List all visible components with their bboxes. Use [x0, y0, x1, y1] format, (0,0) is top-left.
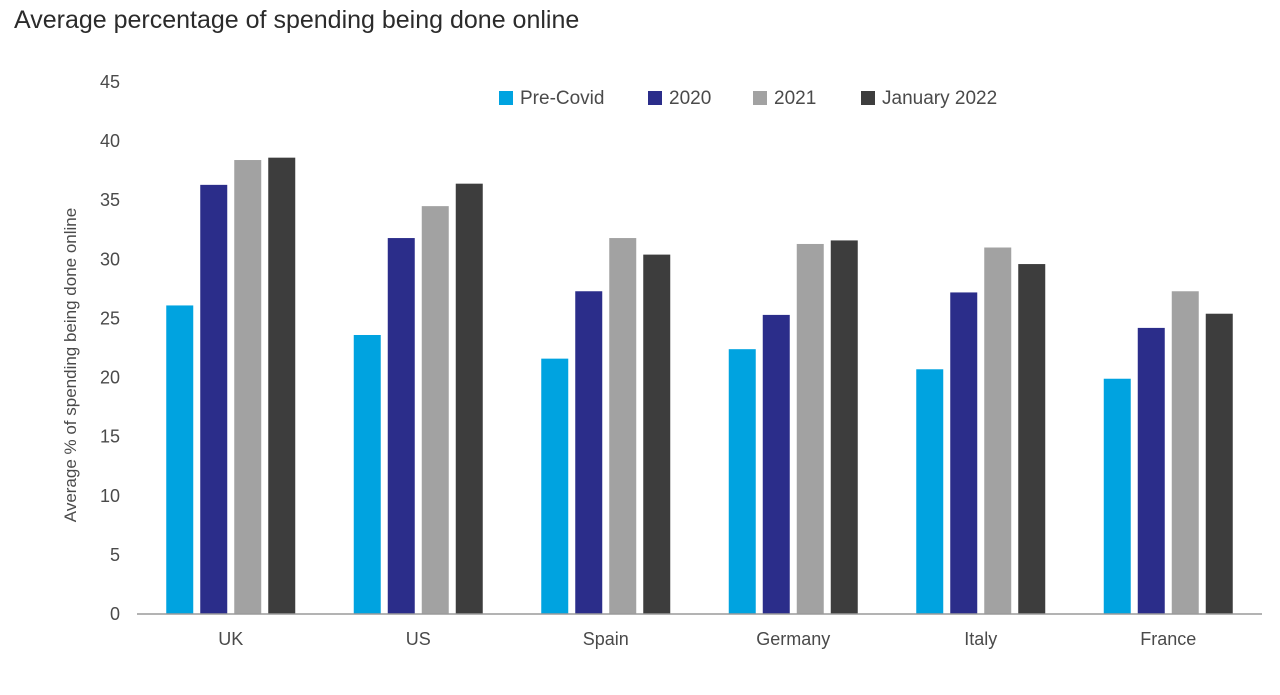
- legend-swatch: [861, 91, 875, 105]
- bar-uk-pre-covid: [166, 305, 194, 614]
- x-axis: UK US Spain Germany Italy France: [218, 629, 1196, 649]
- y-tick-label: 5: [110, 545, 120, 565]
- bar-germany-january-2022: [830, 240, 858, 614]
- bar-france-pre-covid: [1103, 378, 1131, 614]
- chart-title: Average percentage of spending being don…: [14, 6, 580, 34]
- bar-italy-january-2022: [1018, 264, 1046, 614]
- x-tick-label: Spain: [583, 629, 629, 649]
- legend: Pre-Covid 2020 2021 January 2022: [499, 88, 997, 109]
- legend-label: 2021: [774, 88, 816, 109]
- bar-italy-2021: [984, 247, 1012, 614]
- y-tick-label: 10: [100, 486, 120, 506]
- y-axis-title: Average % of spending being done online: [61, 208, 80, 522]
- legend-swatch: [753, 91, 767, 105]
- x-tick-label: Italy: [964, 629, 997, 649]
- bar-spain-january-2022: [643, 254, 671, 615]
- legend-swatch: [648, 91, 662, 105]
- bar-uk-2020: [200, 184, 228, 614]
- bar-france-january-2022: [1205, 313, 1233, 614]
- bar-us-2020: [387, 238, 415, 614]
- bar-france-2020: [1137, 327, 1165, 614]
- bar-us-january-2022: [455, 183, 483, 614]
- bar-spain-2021: [609, 238, 637, 614]
- legend-label: January 2022: [882, 88, 997, 109]
- bar-italy-2020: [950, 292, 978, 614]
- bar-uk-january-2022: [268, 157, 296, 614]
- bar-germany-2020: [762, 314, 790, 614]
- x-tick-label: France: [1140, 629, 1196, 649]
- bar-us-2021: [421, 206, 449, 614]
- x-tick-label: UK: [218, 629, 243, 649]
- y-axis: 0 5 10 15 20 25 30 35 40 45: [100, 72, 120, 624]
- bar-germany-2021: [796, 243, 824, 614]
- bar-italy-pre-covid: [916, 369, 944, 614]
- bar-spain-2020: [575, 291, 603, 614]
- y-tick-label: 30: [100, 249, 120, 269]
- y-tick-label: 15: [100, 427, 120, 447]
- bar-uk-2021: [234, 160, 262, 614]
- bar-us-pre-covid: [353, 334, 381, 614]
- x-tick-label: Germany: [756, 629, 830, 649]
- y-tick-label: 40: [100, 131, 120, 151]
- y-tick-label: 0: [110, 604, 120, 624]
- bar-france-2021: [1171, 291, 1199, 614]
- y-tick-label: 25: [100, 308, 120, 328]
- legend-swatch: [499, 91, 513, 105]
- y-tick-label: 35: [100, 190, 120, 210]
- legend-label: Pre-Covid: [520, 88, 604, 109]
- y-tick-label: 20: [100, 368, 120, 388]
- x-tick-label: US: [406, 629, 431, 649]
- legend-label: 2020: [669, 88, 711, 109]
- plot-area: [166, 157, 1233, 615]
- bar-germany-pre-covid: [728, 349, 756, 614]
- y-tick-label: 45: [100, 72, 120, 92]
- bar-spain-pre-covid: [541, 358, 569, 614]
